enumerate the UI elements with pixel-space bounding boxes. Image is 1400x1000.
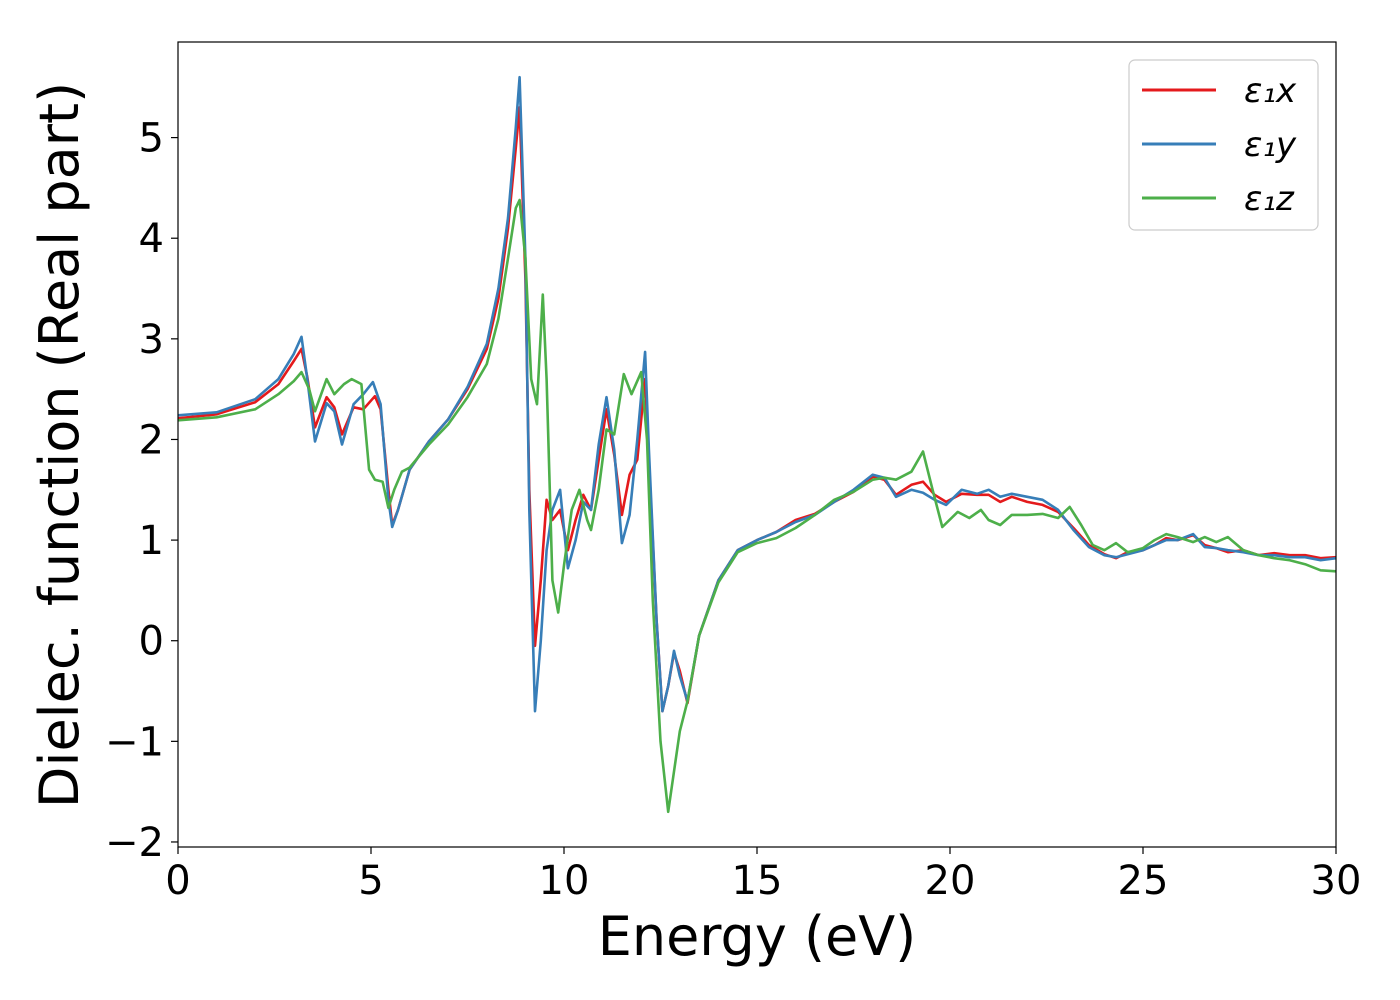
legend-label-3: ε₁z <box>1244 179 1295 219</box>
y-tick-label: 3 <box>139 317 164 363</box>
y-tick-label: 1 <box>139 518 164 564</box>
y-tick-label: −1 <box>105 719 164 765</box>
x-tick-label: 30 <box>1311 858 1362 904</box>
x-tick-label: 0 <box>165 858 190 904</box>
x-axis: 0 5 10 15 20 25 30 <box>165 847 1361 904</box>
x-tick-label: 15 <box>732 858 783 904</box>
y-tick-label: 5 <box>139 116 164 162</box>
legend: ε₁x ε₁y ε₁z <box>1128 59 1319 231</box>
x-axis-label: Energy (eV) <box>598 905 917 968</box>
y-tick-label: 2 <box>139 417 164 463</box>
series-layer <box>177 75 1337 814</box>
y-tick-label: 4 <box>139 216 164 262</box>
legend-label-1: ε₁x <box>1244 71 1297 111</box>
y-axis: −2 −1 0 1 2 3 4 5 <box>105 116 178 866</box>
legend-label-2: ε₁y <box>1244 125 1297 165</box>
y-tick-label: −2 <box>105 820 164 866</box>
y-axis-label: Dielec. function (Real part) <box>28 82 91 808</box>
x-tick-label: 10 <box>539 858 590 904</box>
y-tick-label: 0 <box>139 619 164 665</box>
x-tick-label: 5 <box>358 858 383 904</box>
series-line-3 <box>177 198 1337 814</box>
legend-box <box>1128 59 1319 231</box>
series-line-2 <box>177 75 1337 713</box>
x-tick-label: 20 <box>925 858 976 904</box>
x-tick-label: 25 <box>1118 858 1169 904</box>
